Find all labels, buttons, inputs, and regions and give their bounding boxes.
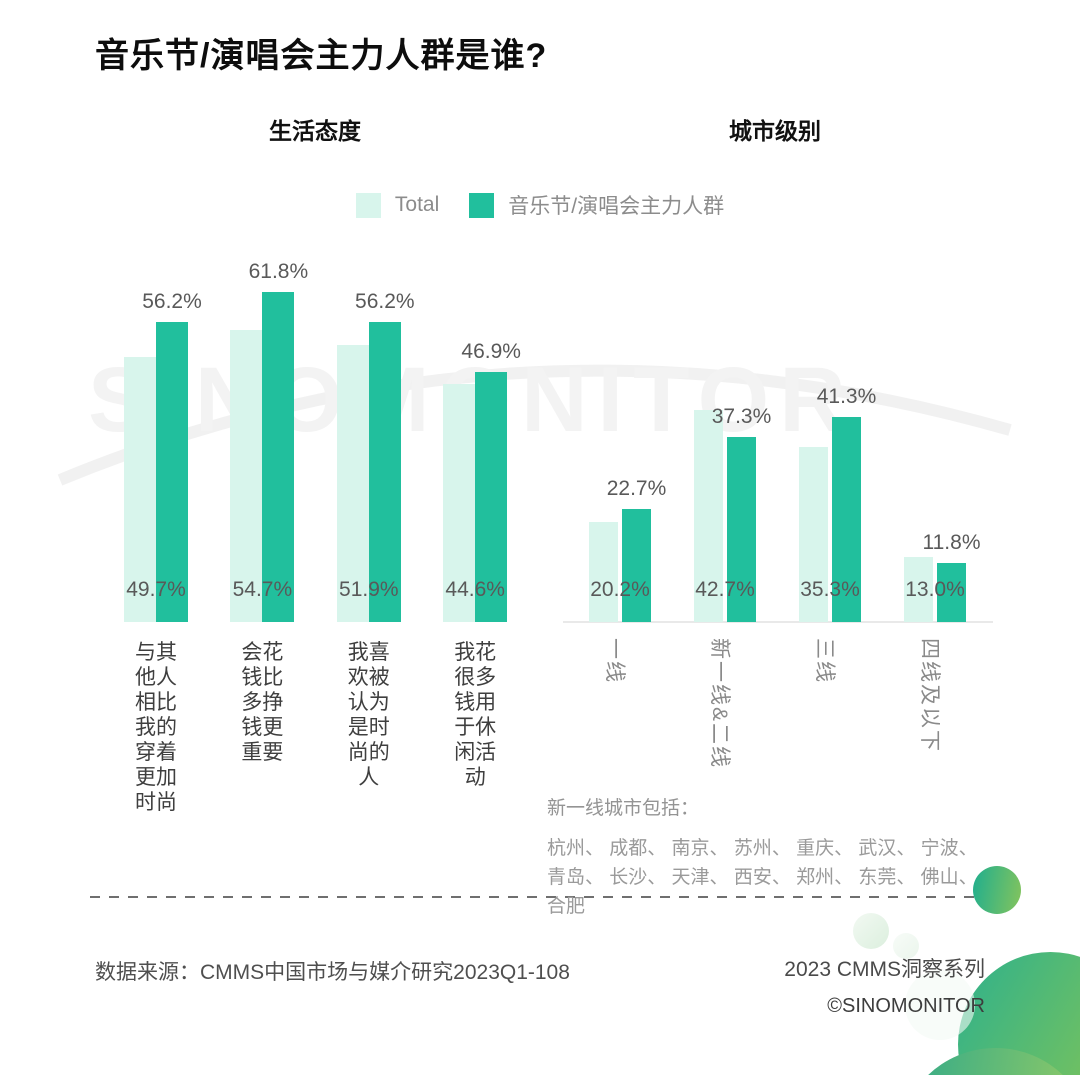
category-label: 我喜欢被认为是时尚的人 <box>347 641 390 789</box>
value-label-total: 44.6% <box>445 578 505 601</box>
bar-total <box>694 410 723 622</box>
legend-label-total: Total <box>394 193 440 216</box>
footnote-body: 杭州、 成都、 南京、 苏州、 重庆、 武汉、 宁波、 青岛、 长沙、 天津、 … <box>547 838 978 917</box>
bar-total <box>336 345 369 622</box>
category-label: 三线 <box>813 638 836 684</box>
value-label-total: 35.3% <box>800 578 860 601</box>
value-label-main: 37.3% <box>711 405 772 428</box>
category-label: 与其他人相比我的穿着更加时尚 <box>135 641 177 814</box>
bar-main <box>475 372 508 622</box>
bar-total <box>124 357 156 622</box>
legend-label-main-group: 音乐节/演唱会主力人群 <box>508 195 725 218</box>
value-label-total: 13.0% <box>905 578 965 601</box>
category-label: 会花钱比多挣钱更重要 <box>241 641 284 764</box>
page-title: 音乐节/演唱会主力人群是谁? <box>95 37 548 75</box>
bar-total <box>443 384 476 622</box>
bar-main <box>832 417 861 622</box>
dashed-divider <box>90 896 985 898</box>
bar-main <box>262 292 295 622</box>
decorative-circle-pale-2 <box>893 933 919 959</box>
footnote-title: 新一线城市包括： <box>547 798 700 819</box>
value-label-total: 42.7% <box>695 578 755 601</box>
data-source-text: 数据来源：CMMS中国市场与媒介研究2023Q1-108 <box>95 961 570 984</box>
value-label-total: 49.7% <box>126 578 186 601</box>
value-label-main: 56.2% <box>142 290 202 313</box>
footer-series-label: 2023 CMMS洞察系列 <box>784 958 985 981</box>
bar-total <box>904 557 933 622</box>
category-label: 一线 <box>603 638 626 684</box>
value-label-main: 11.8% <box>922 531 981 554</box>
legend-item-main-group: 音乐节/演唱会主力人群 <box>469 190 724 220</box>
decorative-circle-small <box>973 866 1021 914</box>
footer-copyright: ©SINOMONITOR <box>827 995 985 1017</box>
value-label-main: 61.8% <box>248 260 309 283</box>
bar-total <box>589 522 618 622</box>
footnote-new-tier1-cities: 新一线城市包括： 杭州、 成都、 南京、 苏州、 重庆、 武汉、 宁波、 青岛、… <box>547 793 999 921</box>
category-label: 新一线&二线 <box>708 638 731 770</box>
bar-main <box>727 437 756 622</box>
bar-total <box>799 447 828 622</box>
section-title-city-tier: 城市级别 <box>729 118 821 144</box>
value-label-main: 56.2% <box>355 290 415 313</box>
section-title-life-attitude: 生活态度 <box>269 118 361 144</box>
value-label-main: 46.9% <box>461 340 521 363</box>
legend-swatch-total <box>355 192 381 218</box>
value-label-total: 20.2% <box>590 578 650 601</box>
x-axis-line <box>563 621 993 623</box>
legend-item-total: Total <box>355 192 440 218</box>
category-label: 四线及以下 <box>918 638 941 753</box>
bar-total <box>230 330 263 622</box>
legend-swatch-main-group <box>469 192 495 218</box>
value-label-main: 22.7% <box>606 477 667 500</box>
value-label-total: 51.9% <box>339 578 399 601</box>
value-label-total: 54.7% <box>232 578 293 601</box>
decorative-circle-pale-large <box>905 970 975 1040</box>
chart-legend: Total 音乐节/演唱会主力人群 <box>0 190 1080 220</box>
bar-main <box>937 563 966 622</box>
bar-main <box>368 322 401 622</box>
value-label-main: 41.3% <box>816 385 877 408</box>
bar-main <box>622 509 651 622</box>
decorative-circle-pale-1 <box>853 913 889 949</box>
footer-right: 2023 CMMS洞察系列 ©SINOMONITOR <box>784 953 985 1018</box>
category-label: 我花很多钱用于休闲活动 <box>454 641 497 789</box>
bar-main <box>156 322 188 622</box>
